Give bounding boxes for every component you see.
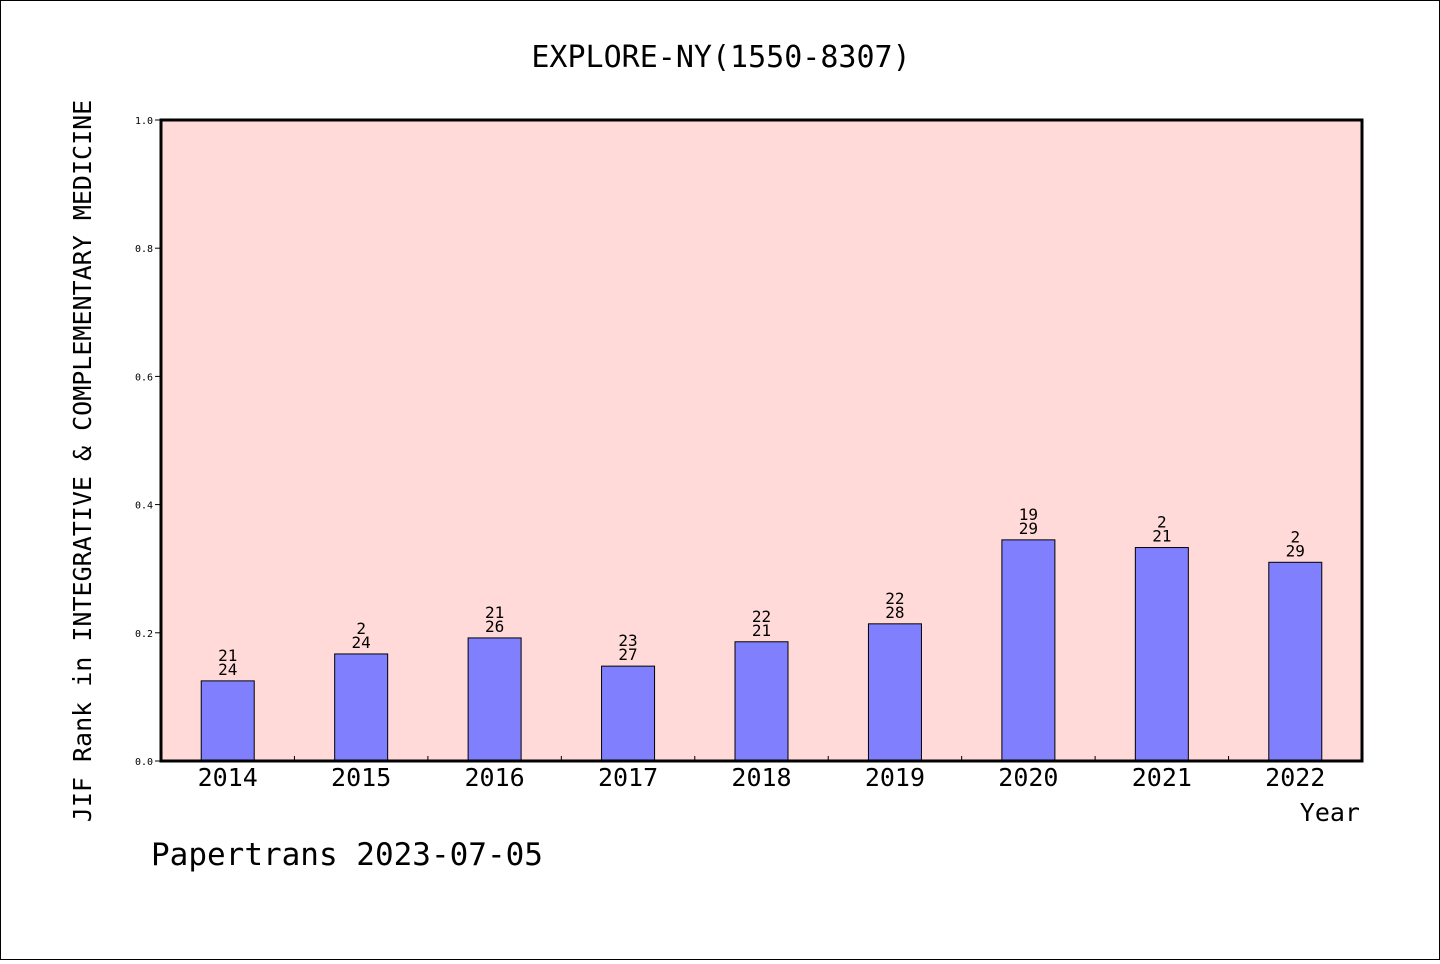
data-label-top: 19	[1019, 505, 1038, 524]
chart-title: EXPLORE-NY(1550-8307)	[531, 40, 910, 75]
bar	[867, 623, 922, 762]
data-label-bottom: 29	[1019, 519, 1038, 538]
bar	[467, 637, 522, 762]
data-label-top: 21	[218, 646, 237, 665]
bar	[1001, 539, 1056, 762]
bar	[1134, 547, 1189, 762]
x-tick-label: 2017	[598, 763, 658, 792]
x-tick-label: 2018	[731, 763, 791, 792]
x-tick-label: 2022	[1265, 763, 1325, 792]
x-ticks-group: 2014 2015 2016 2017 2018 2019 2020 2021 2022	[198, 756, 1325, 792]
data-label-top: 2	[356, 619, 366, 638]
x-axis-label: Year	[1300, 798, 1360, 827]
x-tick-label: 2015	[331, 763, 391, 792]
data-label-top: 2	[1290, 527, 1300, 546]
bar	[200, 680, 255, 762]
data-label-top: 22	[885, 589, 904, 608]
data-label-top: 21	[485, 603, 504, 622]
y-tick-label: 1.0	[135, 116, 153, 127]
data-label-bottom: 24	[352, 633, 371, 652]
data-label-bottom: 24	[218, 660, 237, 679]
data-label-bottom: 21	[752, 621, 771, 640]
y-tick-label: 0.8	[135, 244, 153, 255]
footer-text: Papertrans 2023-07-05	[151, 837, 543, 873]
y-tick-label: 0.0	[135, 757, 153, 768]
data-label-bottom: 27	[618, 645, 637, 664]
plot-border	[159, 118, 1364, 763]
bar	[734, 641, 789, 762]
x-tick-label: 2014	[198, 763, 258, 792]
y-ticks-group: 0.0 0.2 0.4 0.6 0.8 1.0	[135, 116, 161, 768]
x-tick-label: 2016	[465, 763, 525, 792]
y-tick-label: 0.6	[135, 372, 153, 383]
bars-group	[200, 539, 1323, 762]
data-label-bottom: 28	[885, 603, 904, 622]
bar	[1268, 561, 1323, 762]
data-label-top: 2	[1157, 513, 1167, 532]
data-label-bottom: 29	[1286, 541, 1305, 560]
data-label-top: 22	[752, 607, 771, 626]
x-tick-label: 2020	[998, 763, 1058, 792]
y-tick-label: 0.2	[135, 629, 153, 640]
bar	[334, 653, 389, 762]
bar	[601, 665, 656, 762]
x-tick-label: 2021	[1132, 763, 1192, 792]
data-label-top: 23	[618, 631, 637, 650]
data-label-bottom: 21	[1152, 527, 1171, 546]
y-axis-label: JIF Rank in INTEGRATIVE & COMPLEMENTARY …	[68, 100, 97, 822]
x-tick-label: 2019	[865, 763, 925, 792]
data-label-bottom: 26	[485, 617, 504, 636]
y-tick-label: 0.4	[135, 501, 153, 512]
